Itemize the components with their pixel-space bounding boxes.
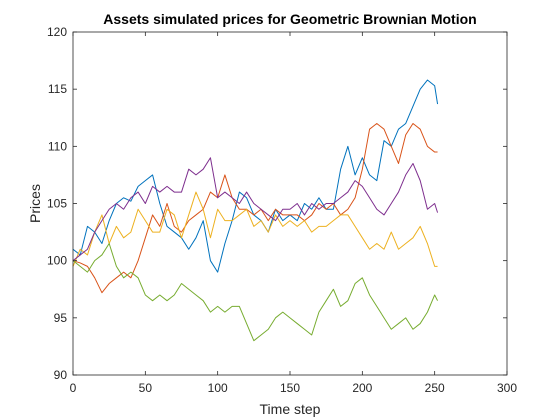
series-line-4 [72, 157, 439, 262]
series-line-2 [72, 122, 438, 294]
x-tick-label: 50 [139, 381, 153, 395]
y-tick-label: 90 [54, 368, 68, 382]
y-tick-label: 95 [54, 311, 68, 325]
x-tick-label: 0 [70, 381, 77, 395]
series-layer [72, 79, 439, 342]
x-tick-label: 300 [497, 381, 517, 395]
y-tick-label: 110 [48, 139, 67, 153]
y-tick-label: 105 [47, 197, 67, 211]
ticks-layer: 0 50 100 150 200 250 300 90 95 100 105 110 115 120 [47, 25, 517, 395]
x-tick-label: 150 [280, 381, 300, 395]
x-axis-label: Time step [260, 401, 321, 417]
chart-title: Assets simulated prices for Geometric Br… [103, 11, 476, 27]
x-tick-label: 250 [425, 381, 445, 395]
y-axis-label: Prices [27, 184, 43, 223]
y-tick-label: 120 [47, 25, 67, 39]
series-line-3 [72, 191, 438, 267]
series-line-5 [72, 243, 439, 342]
x-tick-label: 200 [352, 381, 372, 395]
plot-area [73, 32, 507, 375]
x-tick-label: 100 [208, 381, 228, 395]
y-tick-label: 115 [48, 82, 67, 96]
series-line-1 [72, 79, 439, 273]
y-tick-label: 100 [47, 254, 67, 268]
